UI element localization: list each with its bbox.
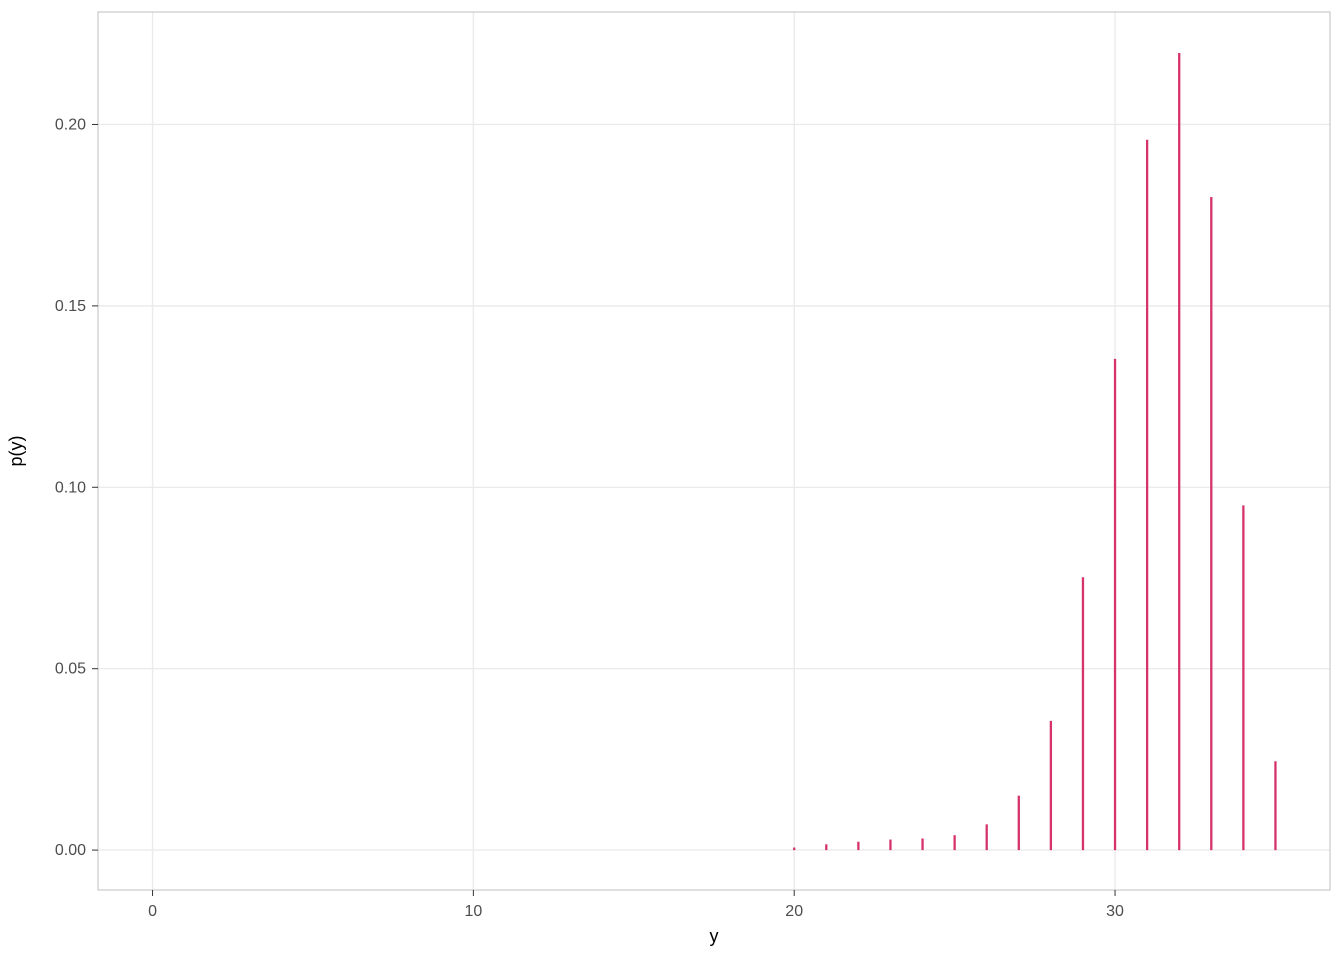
y-tick-label: 0.20 (55, 116, 86, 133)
probability-mass-chart: 0 10 20 30 0.00 0.05 0.10 0.15 0.20 y p(y) (0, 0, 1344, 960)
y-tick-label: 0.00 (55, 842, 86, 859)
x-ticks-group: 0 10 20 30 (148, 890, 1124, 920)
y-ticks-group: 0.00 0.05 0.10 0.15 0.20 (55, 116, 98, 859)
x-tick-label: 0 (148, 903, 157, 920)
y-axis-title: p(y) (6, 436, 26, 467)
y-tick-label: 0.10 (55, 479, 86, 496)
y-tick-label: 0.05 (55, 661, 86, 678)
y-tick-label: 0.15 (55, 298, 86, 315)
x-axis-title: y (710, 926, 719, 946)
panel-background (98, 12, 1330, 890)
x-tick-label: 20 (785, 903, 803, 920)
x-tick-label: 30 (1106, 903, 1124, 920)
chart-svg: 0 10 20 30 0.00 0.05 0.10 0.15 0.20 y p(y) (0, 0, 1344, 960)
x-tick-label: 10 (464, 903, 482, 920)
